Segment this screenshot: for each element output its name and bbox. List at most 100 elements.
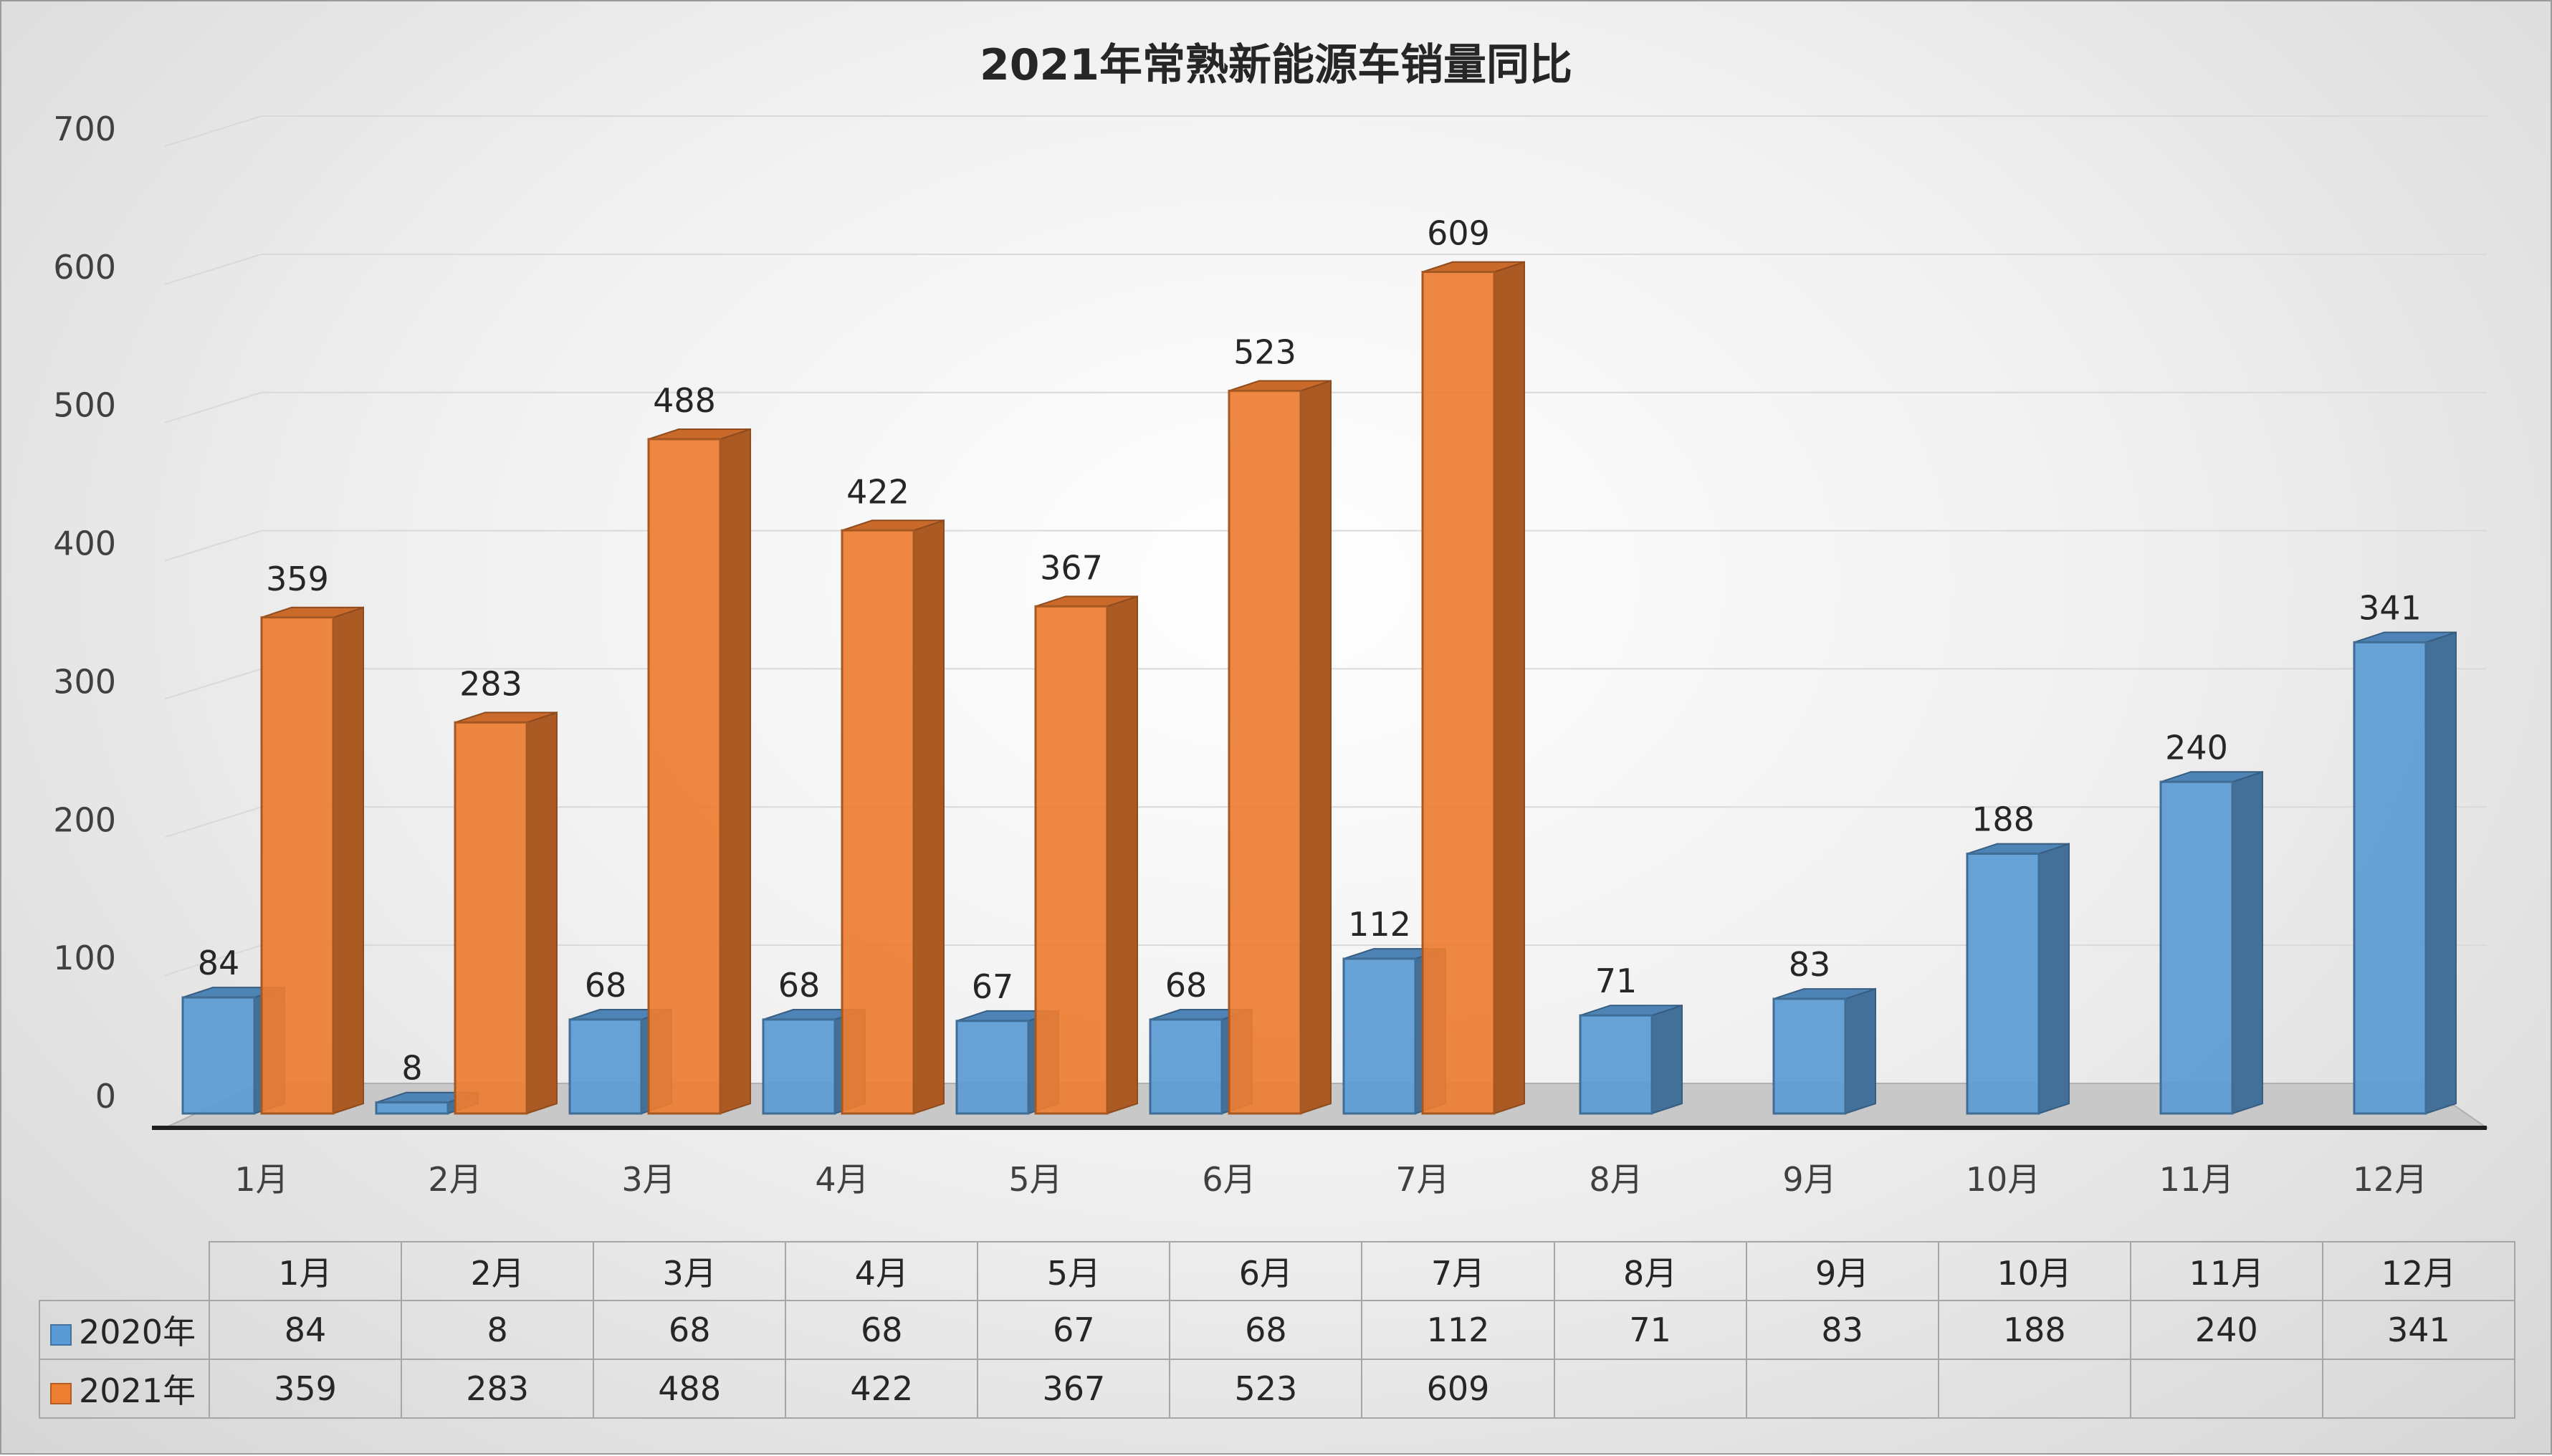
x-tick-label: 2月 [428, 1160, 482, 1199]
data-table-cell-2021: 422 [785, 1359, 979, 1419]
data-table-cell-2021 [1553, 1359, 1747, 1419]
data-label-2021: 422 [846, 472, 909, 511]
x-axis: 1月 2月 3月 4月 5月 6月 7月 8月 9月 10月 11月 12月 [234, 1160, 2427, 1199]
x-tick-label: 7月 [1395, 1160, 1449, 1199]
bar-front [1966, 852, 2040, 1115]
bar-front [955, 1020, 1030, 1115]
data-table-cell-2020: 84 [208, 1300, 403, 1360]
legend-swatch-2020 [50, 1323, 72, 1346]
bar-side [333, 606, 364, 1115]
chart-title: 2021年常熟新能源车销量同比 [980, 40, 1572, 90]
data-table-header-cell: 3月 [593, 1241, 787, 1301]
bar-front [1034, 605, 1109, 1115]
data-table-cell-2021: 367 [977, 1359, 1171, 1419]
data-table-cell-2020: 112 [1361, 1300, 1555, 1360]
data-label-2021: 488 [653, 381, 716, 420]
bar-front [260, 616, 335, 1115]
data-table-cell-2020: 68 [1169, 1300, 1363, 1360]
data-table-cell-2021 [2321, 1359, 2516, 1419]
bar-2021-2 [454, 711, 558, 1115]
bar-2021-3 [647, 428, 751, 1115]
bar-2020-10 [1966, 843, 2070, 1115]
y-axis: 0 100 200 300 400 500 600 700 [53, 110, 116, 1116]
bar-side [720, 428, 751, 1115]
data-table-cell-2020: 83 [1745, 1300, 1939, 1360]
y-tick-label: 0 [95, 1077, 116, 1116]
data-table-cell-2021 [1745, 1359, 1939, 1419]
bar-front [1421, 271, 1496, 1115]
data-table-header-cell: 1月 [208, 1241, 403, 1301]
bar-front [647, 438, 722, 1115]
y-tick-label: 300 [53, 662, 116, 701]
data-label-2020: 341 [2359, 588, 2422, 627]
data-label-2020: 84 [198, 944, 240, 982]
data-table-header-cell: 2月 [401, 1241, 595, 1301]
data-table-cell-2020: 240 [2129, 1300, 2323, 1360]
bar-front [841, 529, 915, 1115]
gridline-diag [164, 944, 262, 977]
data-table-row-2020: 2020年 84 8 68 68 67 68 112 71 83 188 240 341 [39, 1300, 2516, 1360]
data-table-header-cell: 6月 [1169, 1241, 1363, 1301]
data-table-series-2020: 2020年 [39, 1300, 210, 1360]
bar-side [1651, 1004, 1683, 1115]
bar-2021-5 [1034, 595, 1138, 1115]
data-label-2021: 609 [1427, 214, 1490, 253]
x-tick-label: 5月 [1008, 1160, 1062, 1199]
x-tick-label: 4月 [815, 1160, 869, 1199]
bar-2021-4 [841, 519, 945, 1115]
bar-2021-1 [260, 606, 364, 1115]
bar-front [1772, 997, 1847, 1115]
data-label-2020: 112 [1348, 905, 1411, 944]
bar-2020-9 [1772, 987, 1876, 1115]
data-table-cell-2021: 359 [208, 1359, 403, 1419]
bar-side [913, 519, 945, 1115]
data-label-2021: 367 [1040, 548, 1103, 587]
data-label-2020: 67 [972, 967, 1014, 1006]
bar-front [1228, 389, 1302, 1115]
bar-front [375, 1101, 449, 1115]
gridline-diag [164, 115, 262, 147]
data-table-header-row: 1月 2月 3月 4月 5月 6月 7月 8月 9月 10月 11月 12月 [39, 1241, 2516, 1301]
data-label-2021: 523 [1233, 332, 1296, 371]
data-table-header-cell: 7月 [1361, 1241, 1555, 1301]
bar-2021-6 [1228, 380, 1332, 1115]
data-table-header-cell: 10月 [1937, 1241, 2131, 1301]
data-label-2020: 188 [1972, 800, 2035, 839]
data-table-cell-2021: 283 [401, 1359, 595, 1419]
x-tick-label: 9月 [1782, 1160, 1836, 1199]
x-tick-label: 11月 [2159, 1160, 2235, 1199]
y-tick-label: 700 [53, 110, 116, 148]
data-label-2020: 83 [1789, 945, 1831, 984]
bars [181, 261, 2457, 1115]
y-tick-label: 200 [53, 800, 116, 839]
gridlines [164, 115, 2487, 977]
x-tick-label: 3月 [621, 1160, 675, 1199]
bar-front [568, 1018, 643, 1115]
bar-front [1149, 1018, 1223, 1115]
data-label-2020: 68 [585, 966, 627, 1005]
data-table-header-cell: 5月 [977, 1241, 1171, 1301]
data-table-cell-2020: 68 [593, 1300, 787, 1360]
bar-front [2353, 641, 2427, 1115]
data-table: 1月 2月 3月 4月 5月 6月 7月 8月 9月 10月 11月 12月 2020年 84 8 68 6… [39, 1241, 2516, 1419]
data-label-2020: 71 [1595, 962, 1638, 1000]
x-tick-label: 8月 [1589, 1160, 1643, 1199]
data-table-cell-2021: 488 [593, 1359, 787, 1419]
data-table-cell-2020: 8 [401, 1300, 595, 1360]
bar-side [1107, 595, 1138, 1115]
data-table-cell-2020: 68 [785, 1300, 979, 1360]
data-table-cell-2021: 609 [1361, 1359, 1555, 1419]
data-label-2020: 68 [1165, 966, 1208, 1005]
data-labels: 84 359 8 283 68 488 68 422 67 367 68 523 112 609 71 83 1… [198, 214, 2422, 1088]
bar-side [1494, 261, 1525, 1115]
bar-2020-11 [2159, 770, 2263, 1115]
data-table-header-cell: 11月 [2129, 1241, 2323, 1301]
bar-side [2232, 770, 2263, 1115]
data-table-series-2021: 2021年 [39, 1359, 210, 1419]
data-table-cell-2021 [2129, 1359, 2323, 1419]
bar-front [1342, 957, 1417, 1115]
x-tick-label: 12月 [2353, 1160, 2428, 1199]
bar-side [2038, 843, 2070, 1115]
bar-front [1579, 1014, 1653, 1115]
